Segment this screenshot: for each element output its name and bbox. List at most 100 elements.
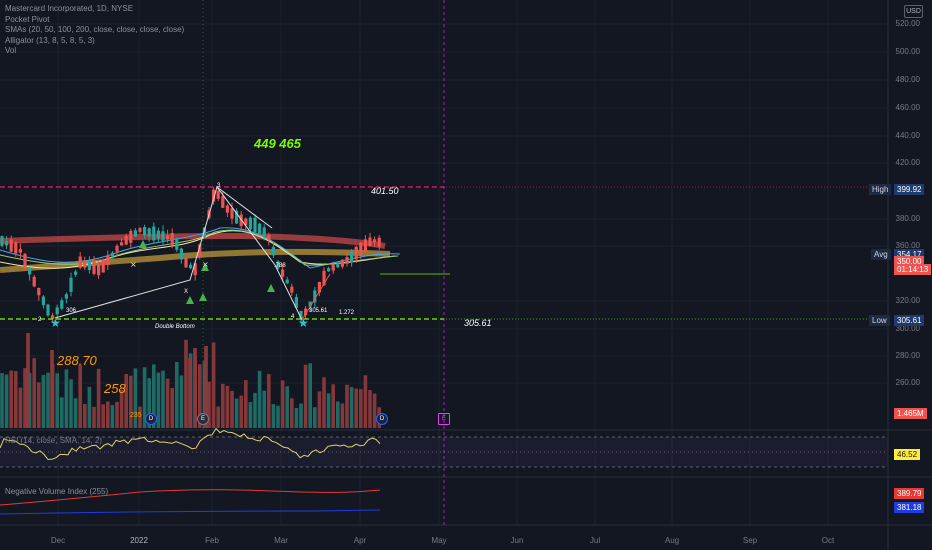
volume-bar: [55, 373, 59, 428]
volume-bar: [267, 374, 271, 428]
price-288-label[interactable]: 288.70: [57, 353, 97, 368]
volume-bar: [37, 382, 41, 428]
volume-bar: [225, 385, 230, 428]
fib-788-label: .788: [274, 263, 286, 269]
candle-body: [170, 233, 174, 246]
candle-body: [271, 247, 275, 256]
volume-bar: [313, 407, 317, 428]
candle-body: [193, 263, 197, 276]
volume-bar: [83, 403, 87, 428]
volume-bar: [184, 339, 188, 428]
legend-volume[interactable]: Vol: [5, 46, 17, 55]
star-marker: ★: [298, 316, 309, 330]
volume-bar: [276, 405, 280, 428]
volume-bar: [257, 370, 262, 428]
candle-body: [179, 248, 183, 260]
candle-body: [14, 242, 18, 254]
candle-body: [189, 264, 193, 269]
volume-bar: [129, 375, 133, 428]
pocket-pivot-marker: [186, 296, 194, 304]
volume-bar: [179, 375, 184, 428]
candle-body: [0, 236, 4, 246]
dividend-marker-2[interactable]: D: [376, 413, 388, 425]
candle-body: [230, 208, 234, 219]
legend-symbol[interactable]: Mastercard Incorporated, 1D, NYSE: [5, 4, 134, 13]
candle-body: [244, 218, 248, 226]
legend-pocket-pivot[interactable]: Pocket Pivot: [5, 14, 50, 24]
time-tick-label: Apr: [353, 536, 367, 545]
volume-bar: [165, 378, 170, 428]
candle-body: [161, 231, 165, 241]
volume-bar: [368, 390, 372, 428]
level-401-label[interactable]: 401.50: [371, 186, 399, 196]
pattern-point-x: X: [184, 289, 189, 295]
volume-bar: [23, 368, 27, 428]
price-tick-label: 440.00: [895, 131, 920, 140]
volume-bar: [0, 373, 4, 428]
time-tick-label: Feb: [205, 536, 219, 545]
candle-body: [350, 251, 354, 263]
last-price-tag: 350.00: [894, 256, 925, 267]
level-305-label[interactable]: 305.61: [464, 318, 492, 328]
nvi-value-tag-1: 389.79: [894, 488, 925, 499]
target-prices-label[interactable]: 449 465: [254, 136, 301, 151]
candle-body: [285, 279, 289, 284]
price-tick-label: 280.00: [895, 351, 920, 360]
volume-bar: [253, 392, 257, 428]
earnings-marker-1[interactable]: E: [197, 413, 209, 425]
candle-body: [313, 290, 317, 303]
rsi-panel-label[interactable]: RSI (14, close, SMA, 14, 2): [5, 436, 102, 445]
candle-body: [87, 261, 91, 270]
volume-bar: [152, 364, 156, 428]
candle-body: [92, 261, 96, 274]
countdown-tag: 01:14:13: [894, 264, 932, 275]
time-tick-label: Sep: [742, 536, 758, 545]
volume-bar: [101, 404, 105, 428]
candle-body: [359, 242, 363, 257]
volume-bar: [340, 403, 345, 428]
candle-body: [184, 258, 188, 268]
candle-body: [340, 259, 344, 267]
legend-alligator[interactable]: Alligator (13, 8, 5, 8, 5, 3): [5, 35, 95, 45]
low-value-tag: 305.61: [894, 315, 925, 326]
candle-body: [202, 227, 206, 238]
volume-bar: [239, 395, 243, 428]
nvi-panel-label[interactable]: Negative Volume Index (255): [5, 487, 109, 496]
candle-body: [221, 196, 225, 208]
candle-body: [354, 246, 358, 260]
volume-bar: [204, 346, 208, 428]
sma-100-line: [0, 248, 391, 273]
volume-bar: [221, 383, 225, 428]
time-tick-label: Jun: [510, 536, 524, 545]
volume-bar: [115, 401, 119, 428]
volume-bar: [372, 393, 377, 428]
volume-bar: [69, 379, 73, 428]
volume-bar: [322, 377, 326, 428]
candle-body: [106, 255, 110, 265]
legend-smas[interactable]: SMAs (20, 50, 100, 200, close, close, cl…: [5, 25, 185, 34]
nvi-value-tag-2: 381.18: [894, 502, 925, 513]
candle-body: [69, 277, 73, 292]
volume-bar: [248, 402, 253, 428]
harmonic-leg: [216, 186, 273, 229]
candle-body: [225, 205, 229, 213]
volume-bar: [331, 384, 335, 428]
pocket-pivot-marker: [199, 293, 207, 301]
point-305-label: 305.61: [309, 308, 328, 314]
volume-bar: [234, 398, 239, 428]
currency-button[interactable]: USD: [904, 5, 923, 18]
earnings-marker-2[interactable]: E: [438, 413, 450, 425]
high-value-tag: 399.92: [894, 184, 925, 195]
candle-body: [258, 223, 262, 234]
volume-bar: [50, 350, 54, 428]
volume-bar: [244, 380, 248, 428]
candle-body: [147, 228, 151, 237]
sma-200-line: [0, 232, 386, 249]
double-bottom-label[interactable]: Double Bottom: [155, 324, 195, 330]
dividend-marker-1[interactable]: D: [145, 413, 157, 425]
price-258-label[interactable]: 258: [104, 381, 126, 396]
candle-body: [5, 241, 9, 246]
candle-body: [373, 239, 377, 243]
candle-body: [41, 296, 45, 306]
